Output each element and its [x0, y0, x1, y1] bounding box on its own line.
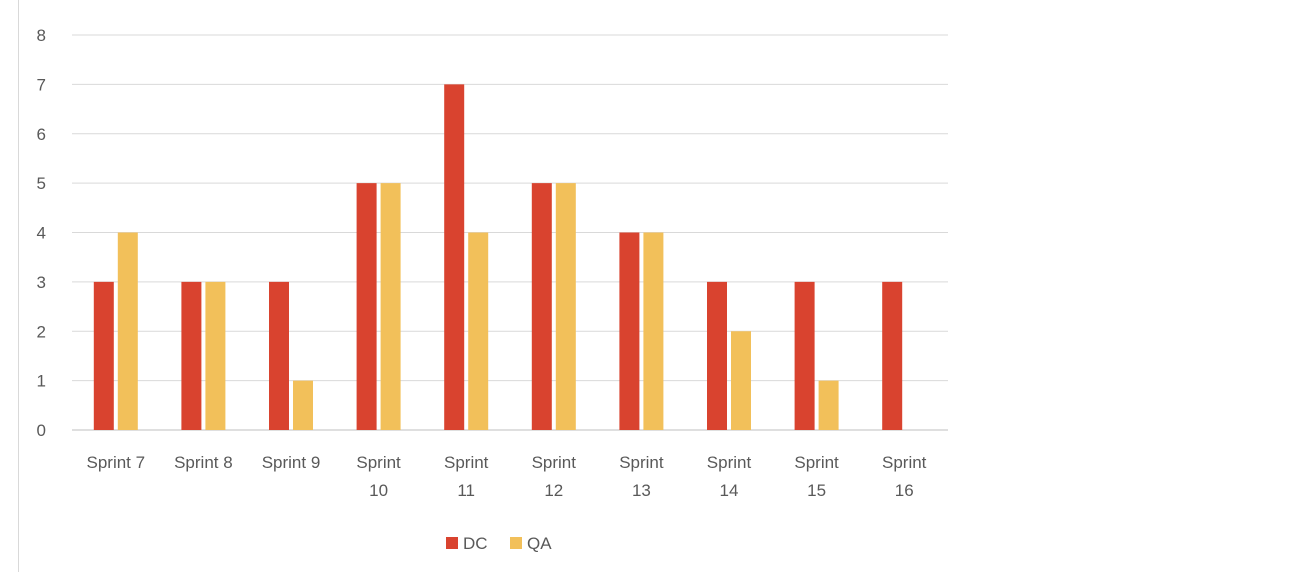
bar-qa: [293, 380, 313, 430]
x-tick-label: Sprint 13: [619, 453, 664, 500]
legend-swatch: [446, 537, 458, 549]
y-tick-label: 8: [37, 26, 46, 45]
y-tick-label: 1: [37, 372, 46, 391]
bar-dc: [882, 281, 903, 430]
y-tick-label: 0: [37, 421, 46, 440]
legend[interactable]: DC QA: [446, 534, 552, 553]
legend-item-qa[interactable]: QA: [510, 534, 552, 553]
x-tick-label: Sprint 12: [532, 453, 577, 500]
bar-dc: [181, 281, 202, 430]
legend-label: QA: [527, 534, 552, 553]
x-tick-label: Sprint 9: [262, 453, 321, 472]
y-tick-label: 7: [37, 75, 46, 94]
bar-dc: [531, 183, 552, 430]
chart-left-border: [18, 0, 19, 572]
x-axis-tick-labels: Sprint 7 Sprint 8 Sprint 9 Sprint 10 Sprint 11…: [87, 453, 927, 500]
bar-qa: [555, 183, 576, 430]
bar-qa: [643, 232, 664, 430]
y-tick-label: 4: [37, 224, 46, 243]
bar-dc: [444, 84, 465, 430]
bar-dc: [93, 281, 114, 430]
x-tick-label: Sprint 14: [707, 453, 752, 500]
legend-label: DC: [463, 534, 488, 553]
bar-qa: [117, 232, 138, 430]
bar-qa: [205, 281, 226, 430]
bar-dc: [269, 281, 289, 430]
x-tick-label: Sprint 10: [356, 453, 401, 500]
y-tick-label: 6: [37, 125, 46, 144]
bar-qa: [468, 232, 489, 430]
x-tick-label: Sprint 8: [174, 453, 233, 472]
y-axis-tick-labels: 0 1 2 3 4 5 6 7 8: [37, 26, 46, 440]
y-tick-label: 5: [37, 174, 46, 193]
x-tick-label: Sprint 15: [794, 453, 839, 500]
bar-qa: [818, 380, 839, 430]
x-tick-label: Sprint 16: [882, 453, 927, 500]
gridlines: [72, 34, 948, 431]
x-tick-label: Sprint 7: [87, 453, 146, 472]
bar-dc: [794, 281, 815, 430]
bar-dc: [619, 232, 640, 430]
legend-swatch: [510, 537, 522, 549]
y-tick-label: 3: [37, 273, 46, 292]
y-tick-label: 2: [37, 322, 46, 341]
bar-dc: [356, 183, 377, 430]
bars: [93, 84, 903, 430]
legend-item-dc[interactable]: DC: [446, 534, 488, 553]
x-tick-label: Sprint 11: [444, 453, 489, 500]
bar-qa: [380, 183, 401, 430]
bar-dc: [707, 281, 727, 430]
bar-qa: [731, 331, 751, 430]
